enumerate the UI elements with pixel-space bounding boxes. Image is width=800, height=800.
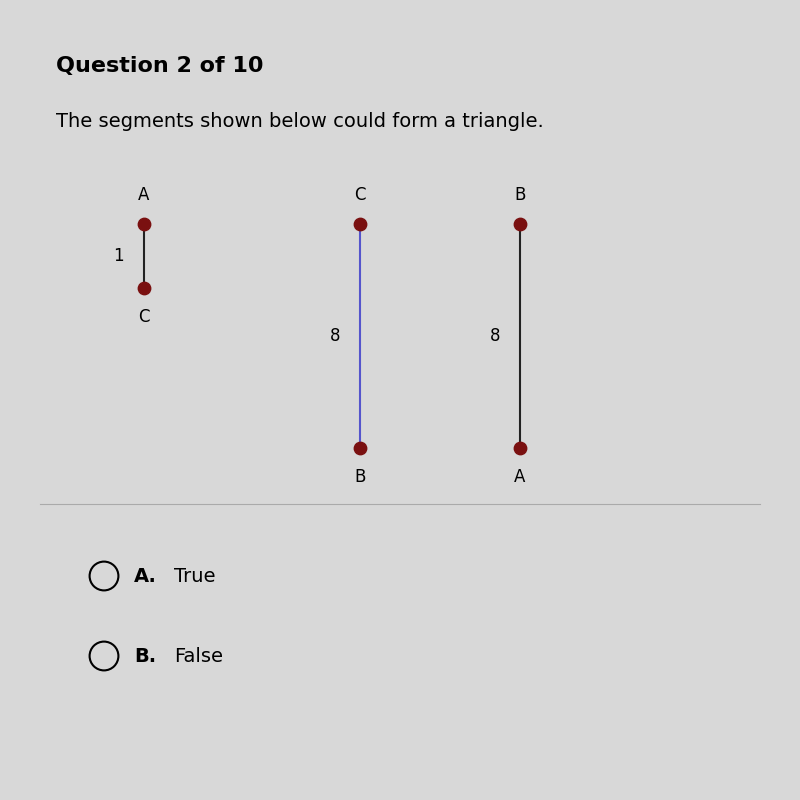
Point [514, 218, 526, 230]
Text: 8: 8 [330, 327, 340, 345]
Text: C: C [354, 186, 366, 204]
Text: A: A [138, 186, 150, 204]
Text: C: C [138, 308, 150, 326]
Point [354, 218, 366, 230]
Text: 1: 1 [114, 247, 124, 265]
Text: False: False [174, 646, 223, 666]
Text: B.: B. [134, 646, 157, 666]
Text: A.: A. [134, 566, 158, 586]
Text: B: B [514, 186, 526, 204]
Text: B: B [354, 468, 366, 486]
Point [138, 282, 150, 294]
Text: 8: 8 [490, 327, 500, 345]
Text: The segments shown below could form a triangle.: The segments shown below could form a tr… [56, 112, 544, 131]
Point [514, 442, 526, 454]
Text: True: True [174, 566, 216, 586]
Text: Question 2 of 10: Question 2 of 10 [56, 56, 263, 76]
Point [138, 218, 150, 230]
Point [354, 442, 366, 454]
Text: A: A [514, 468, 526, 486]
